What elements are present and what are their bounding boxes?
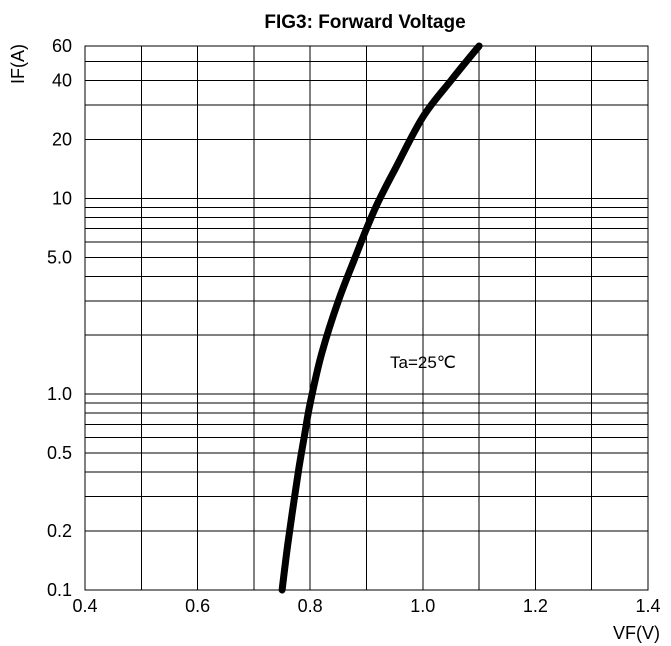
y-tick-label: 20 bbox=[52, 129, 72, 149]
x-tick-label: 0.4 bbox=[72, 596, 97, 616]
x-tick-label: 1.4 bbox=[635, 596, 660, 616]
y-tick-labels: 0.1 0.2 0.5 1.0 5.0 10 20 40 60 bbox=[47, 36, 72, 600]
chart-title: FIG3: Forward Voltage bbox=[264, 12, 465, 33]
x-tick-label: 1.0 bbox=[410, 596, 435, 616]
x-tick-label: 0.6 bbox=[185, 596, 210, 616]
x-tick-label: 0.8 bbox=[298, 596, 323, 616]
y-tick-label: 60 bbox=[52, 36, 72, 56]
y-tick-label: 5.0 bbox=[47, 247, 72, 267]
x-axis-label: VF(V) bbox=[613, 623, 660, 643]
y-tick-label: 40 bbox=[52, 70, 72, 90]
x-tick-labels: 0.4 0.6 0.8 1.0 1.2 1.4 bbox=[72, 596, 660, 616]
forward-voltage-curve bbox=[278, 42, 483, 594]
plot-frame bbox=[84, 45, 649, 591]
y-tick-label: 0.1 bbox=[47, 580, 72, 600]
y-axis-label: IF(A) bbox=[8, 44, 28, 84]
temperature-annotation: Ta=25℃ bbox=[390, 353, 456, 372]
y-tick-label: 0.5 bbox=[47, 443, 72, 463]
x-tick-label: 1.2 bbox=[523, 596, 548, 616]
grid-lines bbox=[85, 46, 648, 590]
y-tick-label: 10 bbox=[52, 188, 72, 208]
y-tick-label: 0.2 bbox=[47, 521, 72, 541]
y-tick-label: 1.0 bbox=[47, 384, 72, 404]
